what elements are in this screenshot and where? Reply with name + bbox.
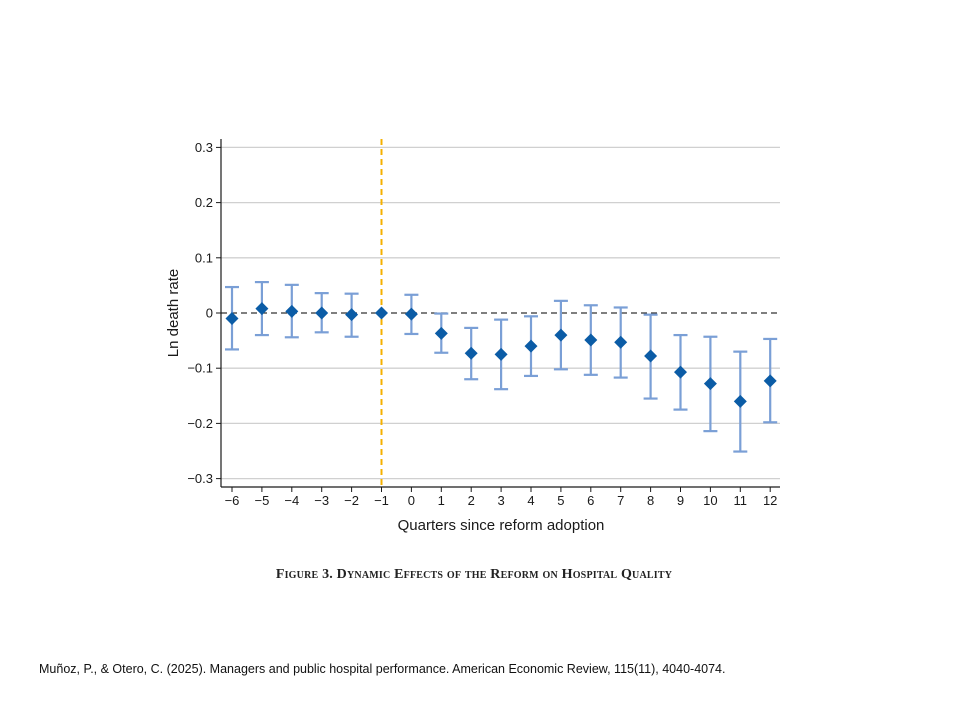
x-tick-label: 1	[438, 493, 445, 508]
y-tick-label: 0.3	[195, 140, 213, 155]
x-tick-label: 5	[557, 493, 564, 508]
point-estimate-marker	[434, 326, 448, 340]
point-estimates	[225, 302, 777, 408]
point-estimate-marker	[404, 307, 418, 321]
confidence-intervals	[225, 280, 778, 453]
x-axis-label: Quarters since reform adoption	[398, 517, 605, 534]
x-tick-label: 11	[734, 493, 748, 508]
y-tick-label: 0.1	[195, 250, 213, 265]
point-estimate-marker	[524, 339, 538, 353]
point-estimate-marker	[345, 308, 359, 322]
point-estimate-marker	[464, 346, 478, 360]
point-estimate-marker	[644, 349, 658, 363]
x-tick-label: 3	[497, 493, 504, 508]
x-tick-label: −5	[254, 493, 269, 508]
point-estimate-marker	[225, 312, 239, 326]
x-tick-label: −3	[314, 493, 329, 508]
point-estimate-marker	[315, 306, 329, 320]
y-tick-label: −0.1	[187, 361, 213, 376]
x-axis-ticks: −6 −5 −4 −3 −2 −1 0 1 2 3 4 5 6 7 8 9 10 11 12	[225, 487, 777, 508]
x-tick-label: 0	[408, 493, 415, 508]
y-axis-label: Ln death rate	[165, 269, 182, 357]
point-estimate-marker	[614, 335, 628, 349]
x-tick-label: 10	[703, 493, 717, 508]
x-tick-label: 7	[617, 493, 624, 508]
x-tick-label: 12	[763, 493, 777, 508]
grid-lines	[221, 146, 780, 480]
event-study-chart: 0.30.20.10−0.1−0.2−0.3 −6 −5 −4 −3 −2 −1 0 1 2 3 4…	[165, 139, 780, 534]
point-estimate-marker	[375, 306, 388, 320]
x-tick-label: −2	[344, 493, 359, 508]
x-tick-label: 8	[647, 493, 654, 508]
y-tick-label: −0.2	[187, 416, 213, 431]
point-estimate-marker	[285, 304, 299, 318]
figure-caption: Figure 3. Dynamic Effects of the Reform …	[275, 567, 673, 582]
x-tick-label: 9	[677, 493, 684, 508]
point-estimate-marker	[763, 374, 777, 388]
y-tick-label: −0.3	[187, 471, 213, 486]
x-tick-label: 6	[587, 493, 594, 508]
x-tick-label: 4	[527, 493, 534, 508]
reference-lines	[221, 139, 780, 487]
point-estimate-marker	[703, 377, 717, 391]
point-estimate-marker	[494, 347, 508, 361]
y-axis-ticks: 0.3 0.2 0.1 0 −0.1 −0.2 −0.3	[187, 140, 221, 486]
y-tick-label: 0.2	[195, 195, 213, 210]
point-estimate-marker	[255, 302, 269, 316]
point-estimate-marker	[674, 365, 687, 379]
x-tick-label: −4	[284, 493, 299, 508]
y-tick-label: 0	[206, 306, 213, 321]
citation: Muñoz, P., & Otero, C. (2025). Managers …	[39, 662, 726, 676]
point-estimate-marker	[733, 394, 747, 408]
x-tick-label: −1	[374, 493, 389, 508]
x-tick-label: 2	[468, 493, 475, 508]
point-estimate-marker	[584, 333, 598, 347]
x-tick-label: −6	[225, 493, 240, 508]
point-estimate-marker	[554, 328, 568, 342]
